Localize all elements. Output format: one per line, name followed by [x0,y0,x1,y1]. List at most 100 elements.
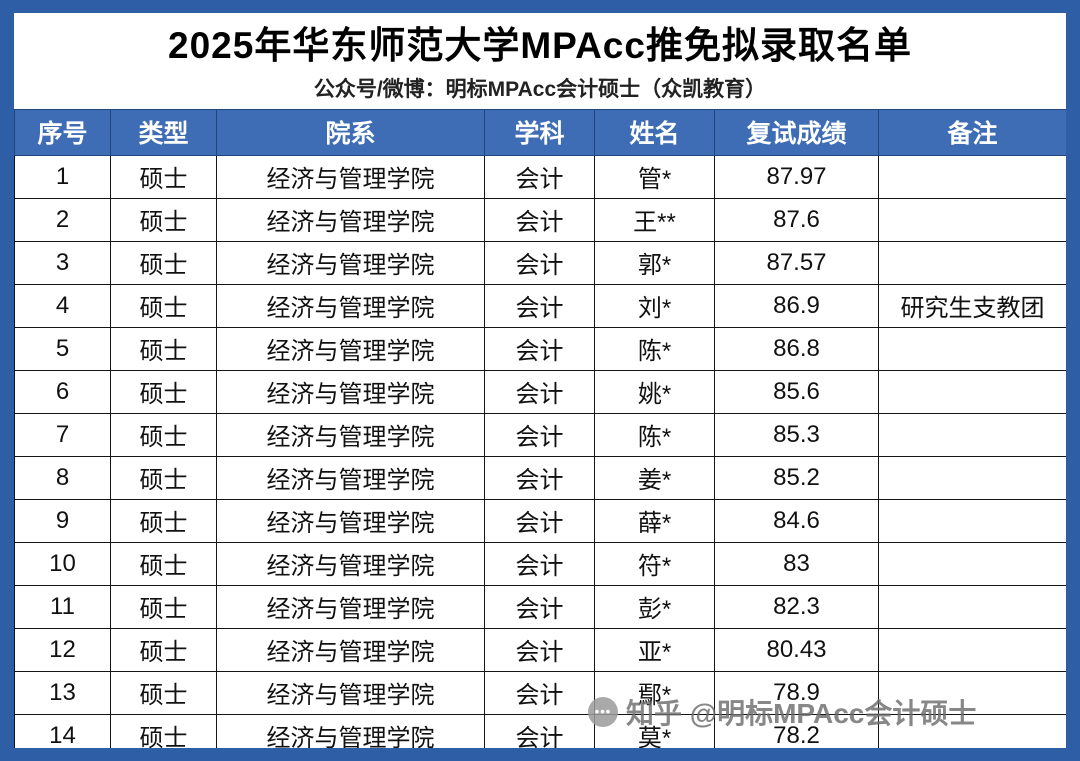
table-header-cell: 院系 [216,108,485,156]
table-cell: 经济与管理学院 [216,455,485,500]
table-cell [878,455,1066,500]
table-cell: 王** [594,197,715,242]
table-cell: 硕士 [110,584,217,629]
table-row: 7 硕士 经济与管理学院 会计 陈* 85.3 [14,412,1066,457]
table-row: 11 硕士 经济与管理学院 会计 彭* 82.3 [14,584,1066,629]
table-cell: 硕士 [110,154,217,199]
table-cell: 80.43 [714,627,879,672]
table-cell: 会计 [484,197,595,242]
table-cell: 10 [14,541,111,586]
table-cell [878,584,1066,629]
page-title: 2025年华东师范大学MPAcc推免拟录取名单 [168,25,912,66]
table-cell: 7 [14,412,111,457]
table-cell: 硕士 [110,713,217,748]
table-cell: 4 [14,283,111,328]
table-cell: 硕士 [110,412,217,457]
table-header-cell: 类型 [110,108,217,156]
table-cell: 亚* [594,627,715,672]
table-cell: 鄢* [594,670,715,715]
table-header-cell: 复试成绩 [714,108,879,156]
table-cell: 会计 [484,369,595,414]
table-header-row: 序号 类型 院系 学科 姓名 复试成绩 备注 [14,108,1066,156]
table-row: 1 硕士 经济与管理学院 会计 管* 87.97 [14,154,1066,199]
table-row: 2 硕士 经济与管理学院 会计 王** 87.6 [14,197,1066,242]
page-subtitle: 公众号/微博：明标MPAcc会计硕士（众凯教育） [313,77,767,101]
table-cell: 刘* [594,283,715,328]
table-cell: 经济与管理学院 [216,326,485,371]
table-row: 10 硕士 经济与管理学院 会计 符* 83 [14,541,1066,586]
table-cell: 86.9 [714,283,879,328]
table-cell: 8 [14,455,111,500]
table-cell: 姚* [594,369,715,414]
table-cell: 硕士 [110,240,217,285]
table-cell: 会计 [484,670,595,715]
table-cell: 2 [14,197,111,242]
table-cell: 13 [14,670,111,715]
table-cell: 85.3 [714,412,879,457]
table-cell: 11 [14,584,111,629]
table-row: 4 硕士 经济与管理学院 会计 刘* 86.9 研究生支教团 [14,283,1066,328]
table-cell: 符* [594,541,715,586]
table-row: 13 硕士 经济与管理学院 会计 鄢* 78.9 [14,670,1066,715]
table-cell: 5 [14,326,111,371]
table-cell: 经济与管理学院 [216,498,485,543]
table-cell: 硕士 [110,455,217,500]
table-cell: 硕士 [110,197,217,242]
table-cell [878,627,1066,672]
table-cell: 78.9 [714,670,879,715]
table-cell: 研究生支教团 [878,283,1066,328]
table-cell: 经济与管理学院 [216,412,485,457]
table-cell: 会计 [484,412,595,457]
table-cell [878,326,1066,371]
table-cell: 会计 [484,627,595,672]
table-cell: 83 [714,541,879,586]
table-cell [878,670,1066,715]
table-header-cell: 序号 [14,108,111,156]
table-cell [878,369,1066,414]
table-cell [878,541,1066,586]
table-body: 1 硕士 经济与管理学院 会计 管* 87.97 2 硕士 经济与管理学院 会计 王** 87.6 3 硕… [14,154,1066,748]
table-cell: 薛* [594,498,715,543]
table-row: 6 硕士 经济与管理学院 会计 姚* 85.6 [14,369,1066,414]
table-cell: 9 [14,498,111,543]
table-cell: 会计 [484,713,595,748]
table-cell: 85.2 [714,455,879,500]
table-cell: 会计 [484,240,595,285]
table-cell: 陈* [594,412,715,457]
table-cell: 会计 [484,541,595,586]
table-row: 5 硕士 经济与管理学院 会计 陈* 86.8 [14,326,1066,371]
table-cell: 78.2 [714,713,879,748]
table-row: 12 硕士 经济与管理学院 会计 亚* 80.43 [14,627,1066,672]
table-cell: 12 [14,627,111,672]
table-cell: 82.3 [714,584,879,629]
table-cell: 硕士 [110,326,217,371]
table-cell: 经济与管理学院 [216,584,485,629]
table-cell: 经济与管理学院 [216,197,485,242]
table-cell: 14 [14,713,111,748]
table-cell: 87.97 [714,154,879,199]
table-header-cell: 备注 [878,108,1066,156]
table-cell [878,240,1066,285]
table-cell: 莫* [594,713,715,748]
table-cell: 姜* [594,455,715,500]
table-cell: 硕士 [110,369,217,414]
table-cell: 管* [594,154,715,199]
table-cell [878,412,1066,457]
table-cell: 84.6 [714,498,879,543]
table-cell: 彭* [594,584,715,629]
table-row: 14 硕士 经济与管理学院 会计 莫* 78.2 [14,713,1066,748]
table-row: 8 硕士 经济与管理学院 会计 姜* 85.2 [14,455,1066,500]
table-cell: 会计 [484,326,595,371]
table-cell: 经济与管理学院 [216,541,485,586]
table-cell: 3 [14,240,111,285]
table-cell: 会计 [484,455,595,500]
table-cell: 会计 [484,154,595,199]
table-cell: 87.6 [714,197,879,242]
table-cell: 会计 [484,283,595,328]
table-cell: 经济与管理学院 [216,369,485,414]
table-cell: 经济与管理学院 [216,713,485,748]
table-cell: 硕士 [110,498,217,543]
admission-table: 序号 类型 院系 学科 姓名 复试成绩 备注 1 硕士 经济与管理学院 会计 管* 87.97 2 硕士经… [14,108,1066,748]
table-row: 3 硕士 经济与管理学院 会计 郭* 87.57 [14,240,1066,285]
table-cell: 经济与管理学院 [216,154,485,199]
